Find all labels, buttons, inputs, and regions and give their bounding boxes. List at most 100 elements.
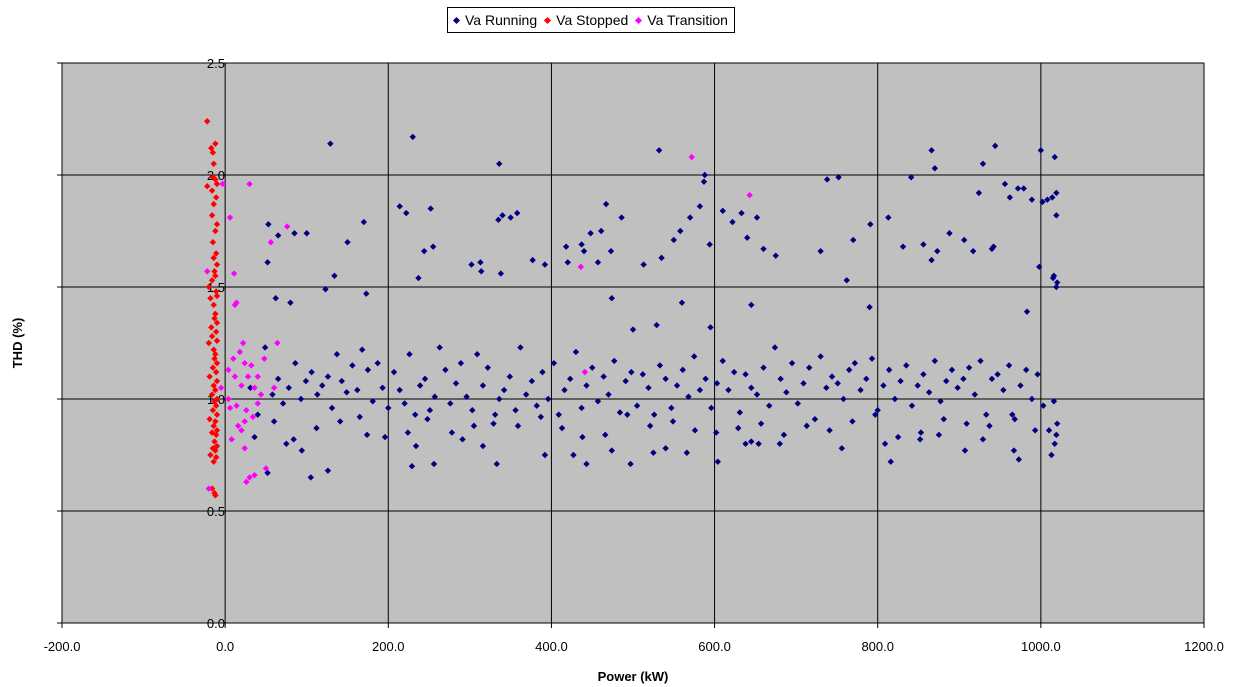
data-point [843,277,850,284]
data-point [917,429,925,436]
y-tick-label: 2.0 [207,168,225,183]
data-point [212,402,220,409]
data-point [753,214,761,221]
data-point [512,407,519,414]
data-point [517,344,524,351]
data-point [874,407,881,414]
data-point [885,214,892,221]
data-point [261,355,268,362]
data-point [1020,185,1027,192]
data-point [270,418,278,425]
data-point [738,209,745,217]
data-point [208,485,216,492]
data-point [594,398,602,405]
data-point [823,176,831,183]
data-point [670,236,677,244]
data-point [477,259,484,266]
data-point [327,140,334,147]
data-point [651,411,658,418]
data-point [602,200,610,208]
data-point [742,440,749,447]
data-point [823,384,830,391]
x-tick-label: 1200.0 [1184,639,1224,654]
data-point [803,422,810,430]
data-point [298,447,306,454]
data-point [324,373,332,380]
data-point [406,351,413,358]
data-point [533,402,540,409]
data-point [484,364,492,371]
data-point [771,344,779,351]
data-point [226,214,234,221]
data-point [867,221,874,228]
data-point [1014,185,1022,192]
data-point [213,411,221,418]
data-point [212,454,220,461]
data-point [287,299,294,306]
data-point [211,438,218,445]
data-point [558,424,566,432]
data-point [880,382,887,389]
data-point [776,440,784,447]
data-point [916,436,924,443]
data-point [403,209,410,217]
data-point [358,346,366,353]
data-point [679,366,686,374]
data-point [849,418,856,425]
data-point [493,460,500,468]
data-point [478,268,485,275]
data-point [963,420,970,427]
data-point [265,221,272,228]
data-point [735,424,742,432]
data-point [238,382,245,389]
x-tick-label: 1000.0 [1021,639,1061,654]
data-point [1053,279,1061,286]
data-point [780,431,788,439]
data-point [225,395,232,403]
data-point [1011,415,1018,423]
data-point [678,299,686,306]
data-point [490,420,497,427]
data-point [233,299,240,306]
data-point [920,241,927,248]
data-point [555,411,562,418]
data-point [650,449,657,456]
data-point [210,200,217,208]
data-point [404,429,412,436]
data-point [1000,386,1007,394]
data-point [885,366,893,374]
data-point [401,400,408,407]
x-tick-label: 800.0 [861,639,894,654]
y-tick-label: 0.5 [207,504,225,519]
data-point [894,433,902,441]
data-point [226,404,234,412]
data-point [748,384,755,391]
data-point [213,427,221,434]
data-point [274,232,282,239]
data-point [701,171,708,179]
data-point [579,433,586,441]
data-point [421,375,429,383]
data-point [356,413,363,421]
data-point [479,382,487,389]
data-point [208,212,216,219]
data-point [231,301,239,309]
data-point [208,277,216,284]
data-point [205,339,213,347]
data-point [381,433,389,441]
data-point [209,149,217,156]
data-point [213,292,221,300]
data-point [1053,212,1060,219]
data-point [991,142,999,150]
data-point [463,393,470,400]
data-point [851,359,859,367]
data-point [470,422,478,430]
data-point [943,377,950,385]
data-point [914,382,921,389]
data-point [412,442,420,450]
data-point [656,362,664,369]
data-point [602,431,609,439]
data-point [834,380,841,387]
data-point [954,384,961,391]
data-point [254,373,261,380]
